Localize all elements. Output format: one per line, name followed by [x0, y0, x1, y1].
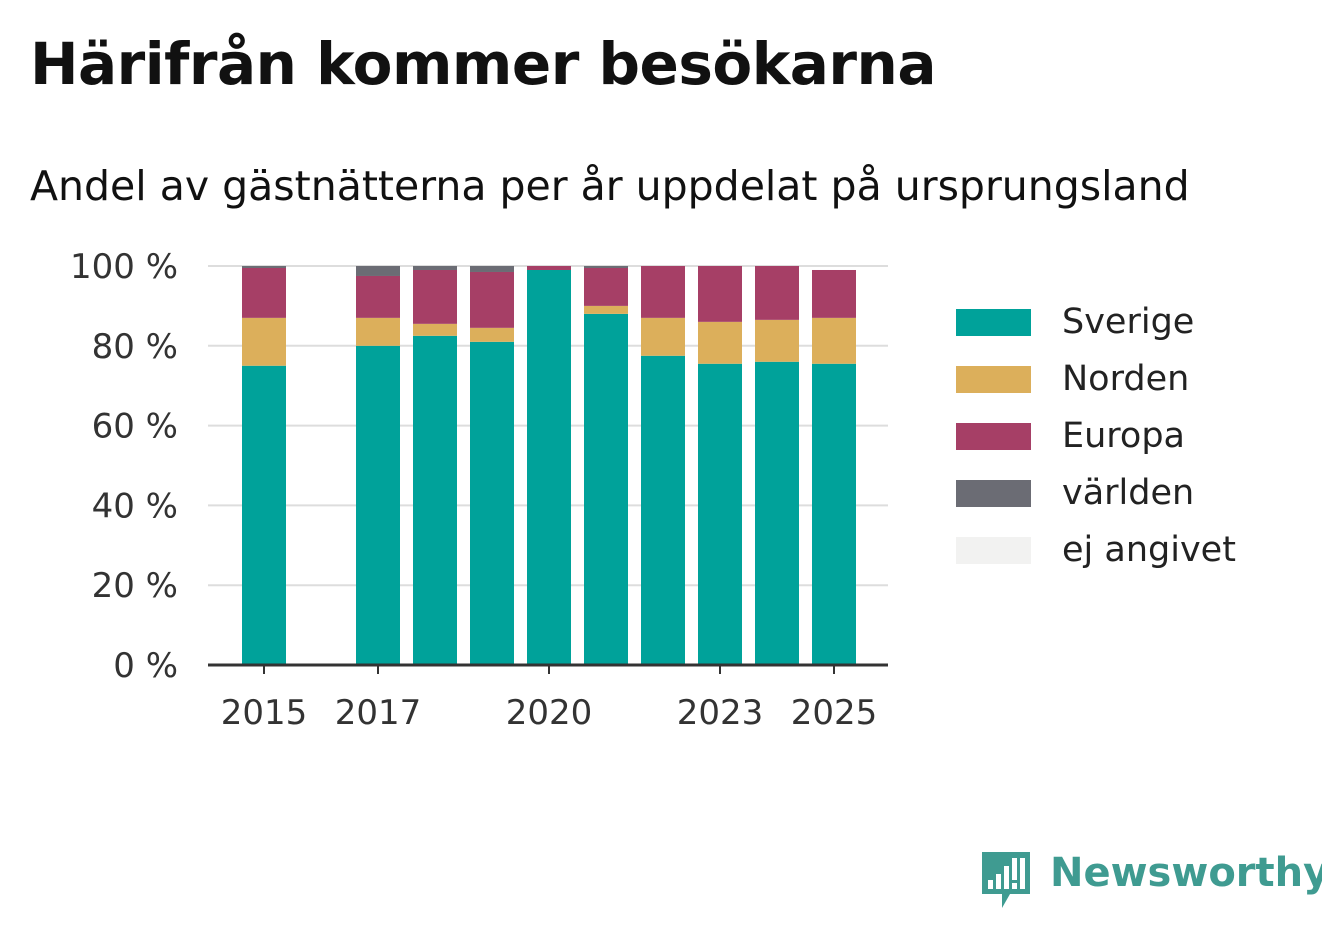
bar-segment	[242, 317, 286, 366]
chart-title: Härifrån kommer besökarna	[30, 30, 936, 98]
newsworthy-logo-icon	[982, 852, 1030, 908]
bar-segment	[641, 266, 685, 318]
bar-segment	[698, 266, 742, 322]
bar-segment	[242, 365, 286, 665]
bar-segment	[413, 323, 457, 336]
y-tick-label: 100 %	[70, 247, 178, 287]
y-tick-label: 40 %	[92, 486, 178, 526]
legend-label: Norden	[1062, 359, 1190, 399]
bar-segment	[242, 267, 286, 318]
y-tick-label: 0 %	[113, 646, 178, 686]
bar-segment	[242, 266, 286, 268]
bar-segment	[356, 345, 400, 665]
bar-segment	[584, 267, 628, 306]
bar-segment	[470, 266, 514, 272]
legend-label: världen	[1062, 473, 1195, 513]
bar-segment	[527, 266, 571, 270]
legend-label: Sverige	[1062, 302, 1195, 342]
y-tick-label: 80 %	[92, 327, 178, 367]
stacked-bar-chart: 0 % 20 % 40 % 60 % 80 % 100 % 2015 2017 2020 202…	[70, 247, 888, 733]
bar-segment	[812, 363, 856, 665]
bar-segment	[584, 305, 628, 314]
bar-segment	[356, 266, 400, 276]
bar-segment	[413, 269, 457, 324]
x-tick-label: 2020	[506, 693, 593, 733]
bar-segment	[641, 317, 685, 356]
y-tick-label: 20 %	[92, 566, 178, 606]
bar-segment	[812, 317, 856, 364]
bar-segment	[755, 319, 799, 362]
y-axis-ticks: 0 % 20 % 40 % 60 % 80 % 100 %	[70, 247, 178, 686]
y-tick-label: 60 %	[92, 407, 178, 447]
bar-segment	[584, 313, 628, 665]
bar-segment	[470, 341, 514, 665]
legend-swatch	[956, 309, 1031, 336]
bar-segment	[470, 327, 514, 342]
bar-segment	[755, 361, 799, 665]
legend-swatch	[956, 480, 1031, 507]
x-tick-label: 2015	[221, 693, 308, 733]
bar-segment	[584, 266, 628, 268]
x-tick-label: 2025	[791, 693, 878, 733]
bar-segment	[812, 269, 856, 318]
bar-segment	[698, 363, 742, 665]
legend-swatch	[956, 366, 1031, 393]
legend-swatch	[956, 423, 1031, 450]
bar-segment	[698, 321, 742, 364]
x-tick-label: 2017	[335, 693, 422, 733]
bar-segment	[356, 275, 400, 318]
legend-label: ej angivet	[1062, 530, 1236, 570]
bar-segment	[470, 271, 514, 328]
x-tick-label: 2023	[677, 693, 764, 733]
chart-subtitle: Andel av gästnätterna per år uppdelat på…	[30, 162, 1190, 210]
bar-segment	[356, 317, 400, 346]
x-axis-ticks: 2015 2017 2020 2023 2025	[221, 665, 878, 733]
legend-swatch	[956, 537, 1031, 564]
bar-segment	[641, 355, 685, 665]
brand-name: Newsworthy	[1050, 850, 1322, 896]
legend-label: Europa	[1062, 416, 1185, 456]
bar-segment	[527, 269, 571, 665]
bar-segment	[413, 266, 457, 270]
bar-segment	[755, 266, 799, 320]
bar-segment	[413, 335, 457, 665]
bars	[242, 266, 856, 665]
